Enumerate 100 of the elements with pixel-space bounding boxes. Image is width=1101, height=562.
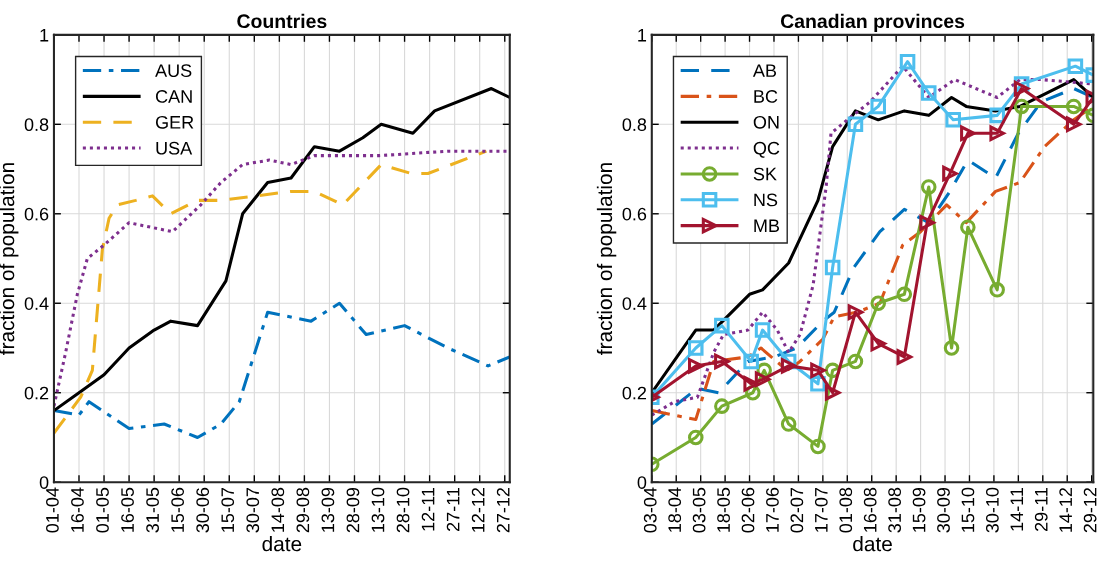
point bbox=[688, 340, 704, 356]
line-series bbox=[53, 301, 510, 439]
y-tick-label: 0.6 bbox=[24, 207, 49, 221]
x-tick-label: 16-08 bbox=[863, 487, 877, 532]
x-tick-label: 15-09 bbox=[912, 487, 926, 532]
point bbox=[945, 112, 961, 128]
x-tick-label: 29-11 bbox=[1034, 487, 1048, 531]
x-axis-title: date bbox=[853, 536, 892, 552]
point bbox=[989, 107, 1005, 124]
legend-label: NS bbox=[754, 193, 778, 207]
x-tick-label: 13-09 bbox=[321, 487, 335, 532]
x-tick-label: 29-08 bbox=[296, 487, 310, 533]
point bbox=[870, 335, 887, 352]
point bbox=[1065, 98, 1082, 115]
y-tick-label: 0.2 bbox=[622, 386, 647, 400]
point bbox=[1065, 116, 1082, 133]
point bbox=[1067, 58, 1084, 74]
point bbox=[870, 98, 887, 115]
legend-label: ON bbox=[753, 115, 779, 129]
point bbox=[754, 371, 771, 388]
point bbox=[1013, 80, 1030, 97]
point bbox=[847, 353, 864, 370]
x-tick-label: 16-05 bbox=[121, 487, 134, 532]
legend-label: AUS bbox=[155, 64, 192, 77]
x-tick-label: 01-08 bbox=[839, 487, 853, 533]
x-tick-label: 02-06 bbox=[741, 487, 755, 533]
x-tick-label: 17-06 bbox=[766, 487, 779, 532]
point bbox=[960, 125, 976, 142]
point bbox=[847, 116, 864, 133]
x-tick-label: 17-07 bbox=[814, 487, 828, 532]
point bbox=[1013, 98, 1030, 115]
x-tick-label: 14-12 bbox=[1059, 487, 1072, 532]
point bbox=[780, 416, 797, 432]
y-axis-title: fraction of population bbox=[596, 163, 617, 355]
legend-label: BC bbox=[754, 90, 778, 103]
line-series bbox=[53, 87, 510, 413]
y-tick-label: 0.4 bbox=[622, 297, 647, 310]
x-axis-title: date bbox=[262, 536, 302, 552]
y-tick-label: 1 bbox=[40, 28, 49, 42]
point bbox=[810, 438, 826, 455]
y-tick-label: 0.6 bbox=[622, 207, 647, 221]
y-tick-label: 0.4 bbox=[24, 297, 49, 310]
point bbox=[870, 295, 887, 312]
legend-label: USA bbox=[156, 141, 193, 155]
x-tick-label: 12-12 bbox=[471, 487, 485, 532]
x-tick-label: 03-05 bbox=[692, 487, 706, 533]
point bbox=[896, 286, 913, 303]
y-tick-label: 0.8 bbox=[622, 118, 647, 132]
point bbox=[847, 304, 864, 320]
point bbox=[989, 125, 1005, 142]
point bbox=[754, 322, 771, 338]
y-tick-label: 0.8 bbox=[24, 118, 49, 132]
legend-label: QC bbox=[753, 141, 780, 158]
x-tick-label: 02-07 bbox=[790, 487, 804, 533]
point bbox=[960, 219, 976, 235]
x-tick-label: 30-09 bbox=[937, 487, 950, 533]
point bbox=[688, 429, 704, 446]
legend-label: SK bbox=[753, 167, 777, 181]
y-tick-label: 0.2 bbox=[24, 386, 49, 400]
x-tick-label: 01-05 bbox=[96, 487, 109, 533]
x-tick-label: 01-04 bbox=[46, 487, 59, 533]
point bbox=[743, 353, 759, 370]
x-tick-label: 30-10 bbox=[985, 487, 999, 533]
legend-label: GER bbox=[155, 115, 194, 129]
point bbox=[920, 179, 937, 195]
y-tick-label: 0 bbox=[637, 476, 647, 489]
point bbox=[810, 362, 826, 379]
point bbox=[824, 259, 841, 276]
x-tick-label: 14-11 bbox=[1010, 487, 1024, 531]
x-tick-label: 15-06 bbox=[171, 487, 185, 532]
x-tick-label: 27-12 bbox=[496, 487, 510, 533]
chart-title: Countries bbox=[237, 13, 327, 29]
x-tick-label: 28-09 bbox=[346, 487, 360, 533]
legend-label: CAN bbox=[155, 90, 192, 103]
x-tick-label: 27-11 bbox=[446, 487, 460, 531]
x-tick-label: 16-04 bbox=[71, 487, 84, 532]
y-axis-title: fraction of population bbox=[0, 163, 19, 355]
point bbox=[943, 340, 960, 356]
point bbox=[919, 214, 935, 231]
y-tick-label: 0 bbox=[39, 476, 49, 489]
point bbox=[688, 358, 704, 374]
point bbox=[780, 358, 797, 374]
x-tick-label: 31-05 bbox=[146, 487, 159, 533]
x-tick-label: 13-10 bbox=[371, 487, 385, 532]
x-tick-label: 30-07 bbox=[246, 487, 260, 533]
chart-title: Canadian provinces bbox=[780, 13, 965, 32]
point bbox=[714, 398, 730, 414]
point bbox=[714, 353, 730, 370]
point bbox=[920, 85, 937, 101]
legend-label: AB bbox=[752, 64, 777, 77]
x-tick-label: 28-10 bbox=[396, 487, 410, 533]
x-tick-label: 15-07 bbox=[221, 487, 235, 532]
x-tick-label: 14-08 bbox=[271, 487, 285, 532]
point bbox=[989, 282, 1005, 298]
legend-label: MB bbox=[754, 219, 780, 232]
point bbox=[714, 317, 730, 334]
x-tick-label: 30-06 bbox=[196, 487, 210, 533]
x-tick-label: 12-11 bbox=[421, 487, 435, 531]
x-tick-label: 18-05 bbox=[717, 487, 730, 532]
point bbox=[896, 349, 913, 365]
